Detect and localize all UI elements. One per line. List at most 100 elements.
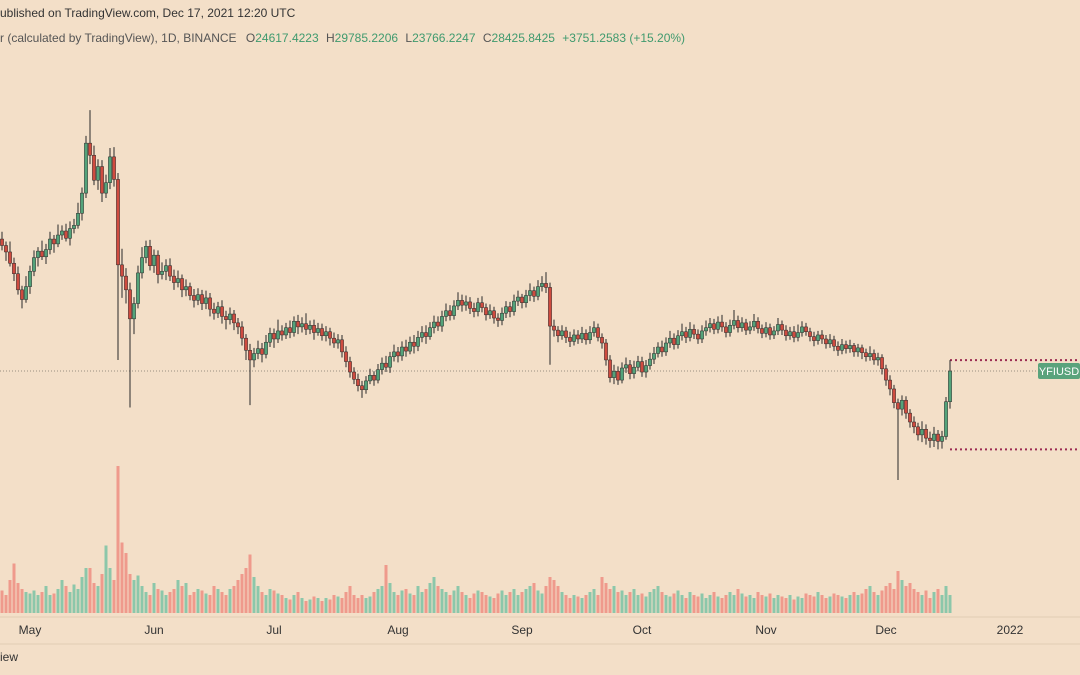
volume-bar: [400, 590, 404, 613]
candle-body: [364, 380, 368, 391]
volume-bar: [68, 592, 72, 613]
legend: r (calculated by TradingView), 1D, BINAN…: [0, 31, 685, 45]
candle-body: [352, 371, 356, 380]
volume-bar: [748, 595, 752, 613]
candle-body: [888, 379, 892, 390]
candle-body: [176, 278, 180, 283]
low-label: L: [405, 31, 412, 45]
candle-body: [808, 331, 812, 337]
volume-bar: [128, 574, 132, 613]
candle-body: [380, 362, 384, 370]
candle-body: [664, 342, 668, 353]
candle-body: [320, 328, 324, 337]
volume-bar: [8, 580, 12, 613]
brand: iew: [0, 650, 18, 664]
volume-bar: [484, 595, 488, 613]
candle-body: [632, 366, 636, 374]
candle-body: [400, 346, 404, 357]
candle-body: [288, 327, 292, 333]
candle-body: [164, 265, 168, 272]
candle-body: [940, 436, 944, 442]
volume-bar: [216, 589, 220, 613]
candle-body: [760, 328, 764, 334]
volume-bar: [340, 598, 344, 613]
volume-bar: [848, 595, 852, 613]
x-tick-label: Oct: [633, 623, 652, 637]
candle-body: [820, 334, 824, 340]
candle-body: [420, 332, 424, 338]
candle-body: [448, 310, 452, 316]
candle-body: [648, 358, 652, 366]
candle-body: [560, 330, 564, 337]
volume-bar: [320, 601, 324, 613]
candle-body: [144, 246, 148, 258]
candle-body: [584, 333, 588, 341]
volume-bar: [908, 583, 912, 613]
volume-bar: [788, 595, 792, 613]
candle-body: [936, 433, 940, 442]
candle-body: [16, 273, 20, 291]
candle-body: [388, 356, 392, 368]
volume-bar: [168, 592, 172, 613]
volume-bar: [424, 589, 428, 613]
candle-body: [220, 306, 224, 317]
candle-body: [132, 303, 136, 320]
candle-body: [184, 286, 188, 291]
x-tick-label: Dec: [875, 623, 896, 637]
candle-body: [488, 310, 492, 316]
candle-body: [416, 337, 420, 347]
candle-body: [700, 330, 704, 340]
volume-bar: [236, 580, 240, 613]
candle-body: [64, 230, 68, 239]
candle-body: [764, 327, 768, 334]
candle-body: [44, 249, 48, 258]
candle-body: [312, 325, 316, 333]
x-tick-label: May: [19, 623, 42, 637]
volume-bar: [876, 595, 880, 613]
volume-bar: [396, 595, 400, 613]
volume-bar: [152, 583, 156, 613]
candle-body: [824, 338, 828, 345]
volume-bar: [388, 583, 392, 613]
candle-body: [168, 265, 172, 277]
candle-body: [324, 331, 328, 337]
volume-bar: [944, 586, 948, 613]
candle-body: [660, 346, 664, 353]
candle-body: [708, 323, 712, 328]
candle-body: [740, 322, 744, 328]
candle-body: [216, 306, 220, 314]
volume-bar: [840, 596, 844, 613]
candle-body: [436, 321, 440, 327]
candle-body: [836, 345, 840, 351]
volume-bar: [292, 595, 296, 613]
volume-bar: [844, 598, 848, 613]
candle-body: [792, 331, 796, 338]
candle-body: [12, 262, 16, 274]
candle-body: [32, 257, 36, 272]
volume-bar: [416, 586, 420, 613]
volume-bar: [116, 466, 120, 613]
candle-body: [140, 257, 144, 274]
candle-body: [736, 320, 740, 328]
volume-bar: [84, 568, 88, 613]
volume-bar: [64, 586, 68, 613]
candle-body: [376, 369, 380, 381]
candle-body: [180, 278, 184, 291]
candle-body: [580, 333, 584, 340]
volume-bar: [336, 596, 340, 613]
candle-body: [96, 166, 100, 181]
candle-body: [332, 337, 336, 344]
candle-body: [948, 370, 952, 402]
volume-bar: [224, 595, 228, 613]
candle-body: [396, 351, 400, 357]
volume-bar: [52, 593, 56, 613]
volume-bar: [784, 598, 788, 613]
volume-bar: [136, 575, 140, 613]
volume-bar: [608, 589, 612, 613]
symbol: r (calculated by TradingView), 1D, BINAN…: [0, 31, 237, 45]
candle-body: [844, 344, 848, 349]
volume-bar: [148, 595, 152, 613]
candle-body: [148, 246, 152, 266]
candle-body: [908, 412, 912, 423]
